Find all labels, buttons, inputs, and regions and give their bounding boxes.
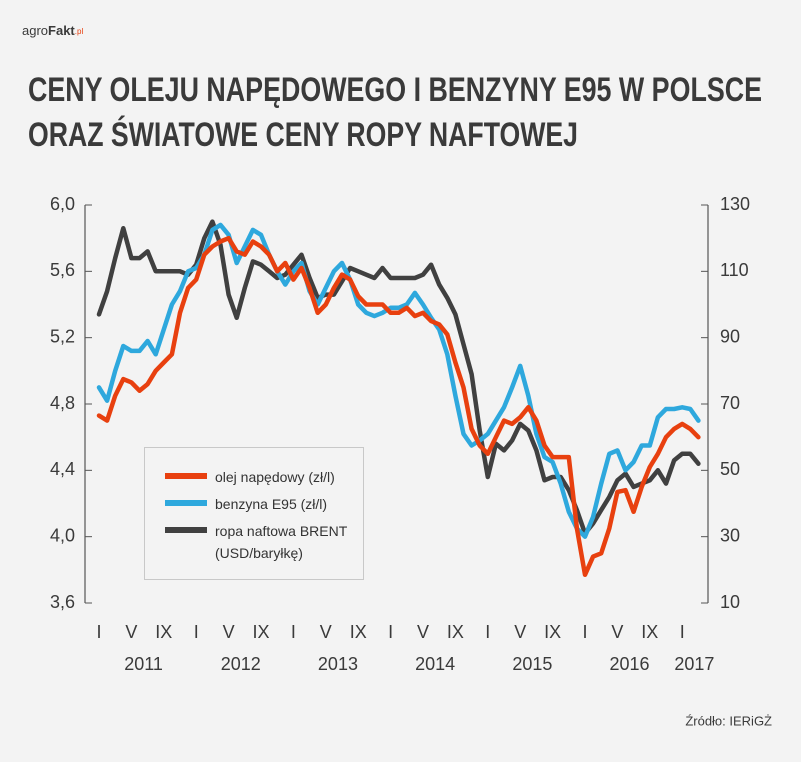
logo-name: Fakt — [48, 23, 75, 38]
y-tick-label: 6,0 — [50, 194, 75, 214]
y-tick-label: 5,2 — [50, 326, 75, 346]
legend-label: olej napędowy (zł/l) — [215, 469, 335, 485]
x-tick-label: I — [485, 622, 490, 642]
x-tick-label: IX — [155, 622, 172, 642]
x-tick-label: IX — [350, 622, 367, 642]
legend-swatch — [165, 500, 207, 506]
x-tick-label: V — [514, 622, 526, 642]
year-label: 2011 — [124, 654, 163, 674]
x-tick-label: I — [680, 622, 685, 642]
legend-swatch — [165, 473, 207, 479]
year-label: 2013 — [318, 654, 358, 674]
x-tick-label: I — [291, 622, 296, 642]
legend-item: benzyna E95 (zł/l) — [165, 493, 355, 515]
year-label: 2015 — [512, 654, 552, 674]
logo: agroFakt.pl — [22, 23, 83, 38]
chart-title: CENY OLEJU NAPĘDOWEGO I BENZYNY E95 W PO… — [28, 71, 762, 109]
x-tick-label: IX — [544, 622, 561, 642]
chart-title: ORAZ ŚWIATOWE CENY ROPY NAFTOWEJ — [28, 116, 578, 154]
y2-tick-label: 10 — [720, 592, 740, 612]
y-tick-label: 4,4 — [50, 459, 75, 479]
y2-tick-label: 110 — [720, 260, 749, 280]
x-tick-label: IX — [447, 622, 464, 642]
x-tick-label: I — [388, 622, 393, 642]
y-tick-label: 5,6 — [50, 260, 75, 280]
y2-tick-label: 70 — [720, 393, 740, 413]
y-tick-label: 3,6 — [50, 592, 75, 612]
y2-tick-label: 130 — [720, 194, 750, 214]
year-label: 2017 — [674, 654, 714, 674]
x-tick-label: V — [417, 622, 429, 642]
legend-label: benzyna E95 (zł/l) — [215, 496, 328, 512]
y-tick-label: 4,8 — [50, 393, 75, 413]
x-tick-label: V — [611, 622, 623, 642]
legend: olej napędowy (zł/l) benzyna E95 (zł/l) ro… — [144, 447, 364, 580]
series-line — [96, 222, 701, 539]
x-tick-label: IX — [641, 622, 658, 642]
legend-label: ropa naftowa BRENT (USD/baryłkę) — [215, 523, 348, 561]
x-tick-label: V — [223, 622, 235, 642]
year-label: 2016 — [610, 654, 650, 674]
x-tick-label: I — [194, 622, 199, 642]
source: Źródło: IERiGŻ — [685, 713, 772, 728]
x-tick-label: IX — [252, 622, 269, 642]
y-tick-label: 4,0 — [50, 525, 75, 545]
series-line — [96, 235, 701, 578]
legend-item: ropa naftowa BRENT (USD/baryłkę) — [165, 520, 355, 564]
logo-suffix: .pl — [75, 27, 84, 36]
x-tick-label: V — [320, 622, 332, 642]
series-line — [96, 219, 701, 536]
year-label: 2014 — [415, 654, 455, 674]
y2-tick-label: 50 — [720, 459, 740, 479]
logo-prefix: agro — [22, 23, 48, 38]
legend-item: olej napędowy (zł/l) — [165, 466, 355, 488]
y2-tick-label: 30 — [720, 525, 740, 545]
x-tick-label: I — [96, 622, 101, 642]
x-tick-label: I — [582, 622, 587, 642]
legend-swatch — [165, 527, 207, 533]
x-tick-label: V — [125, 622, 137, 642]
y2-tick-label: 90 — [720, 326, 740, 346]
year-label: 2012 — [221, 654, 261, 674]
